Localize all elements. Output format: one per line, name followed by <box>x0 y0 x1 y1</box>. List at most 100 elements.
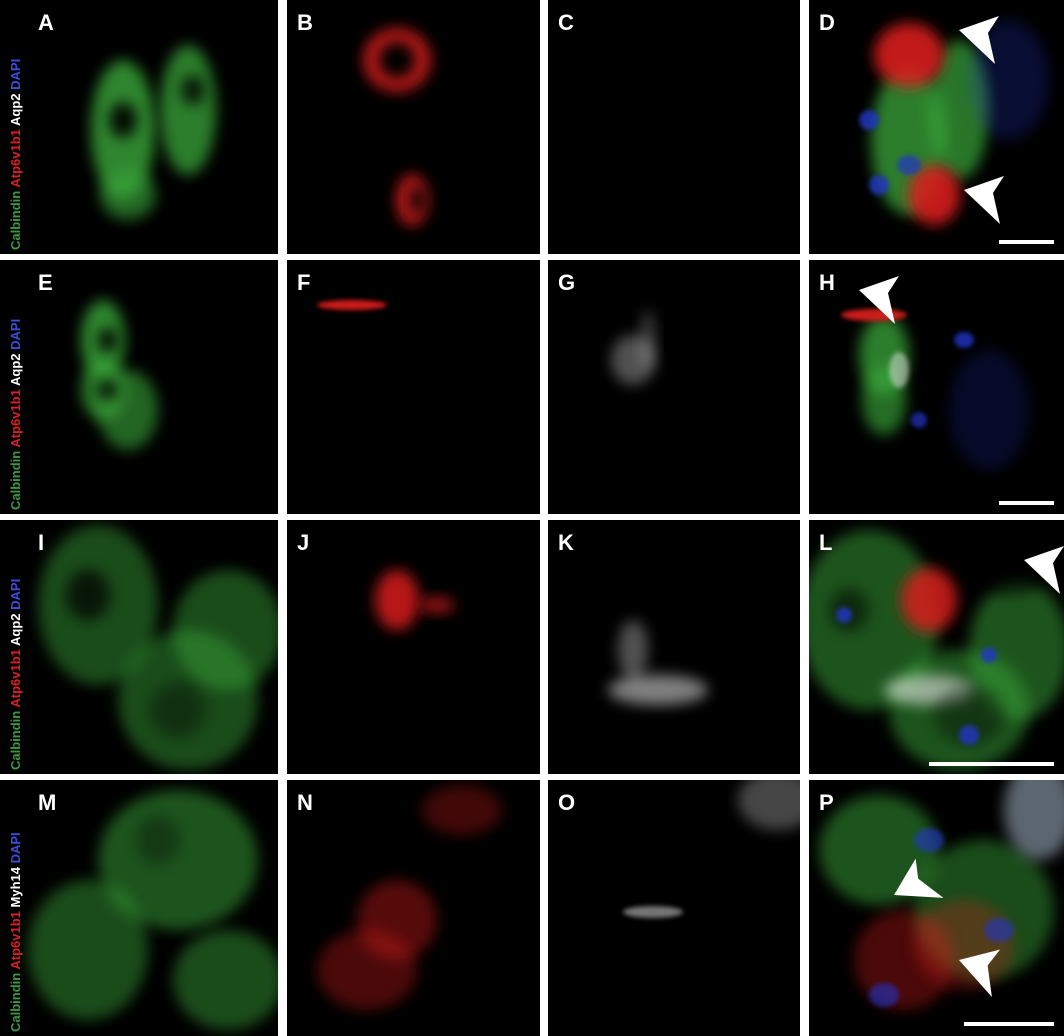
row-label-word: Atp6v1b1 <box>8 649 23 708</box>
cell-signal <box>160 45 216 175</box>
cell-signal <box>836 607 852 623</box>
cell-signal <box>914 900 1014 990</box>
row-label-word: DAPI <box>8 59 23 90</box>
row-label-word: Aqp2 <box>8 613 23 646</box>
panel-letter: A <box>38 10 54 35</box>
cell-signal <box>911 412 927 428</box>
panel-image <box>38 525 278 770</box>
cell-signal <box>959 725 979 745</box>
panel-letter: B <box>297 10 313 35</box>
cell-signal <box>984 918 1014 942</box>
cell-signal <box>901 568 957 632</box>
panel: O <box>548 780 800 1036</box>
panel: E <box>0 260 278 514</box>
panel-letter: J <box>297 530 309 555</box>
panel-bg <box>548 520 800 774</box>
panel-bg <box>287 260 540 514</box>
cell-signal <box>869 983 899 1007</box>
panel-letter: L <box>819 530 832 555</box>
cell-signal <box>150 682 206 738</box>
row-label-word: Aqp2 <box>8 353 23 386</box>
cell-signal <box>109 102 137 138</box>
scale-bar <box>999 501 1054 505</box>
cell-signal <box>379 42 415 78</box>
row-label-word: Aqp2 <box>8 93 23 126</box>
panel-letter: I <box>38 530 44 555</box>
panel-letter: O <box>558 790 575 815</box>
row-label-word: Atp6v1b1 <box>8 129 23 188</box>
cell-signal <box>98 328 118 352</box>
row-label-word: Calbindin <box>8 191 23 250</box>
panel-image <box>28 790 278 1030</box>
panel-letter: D <box>819 10 835 35</box>
row-label-word: Calbindin <box>8 973 23 1032</box>
panel-bg <box>287 520 540 774</box>
row-label-word: DAPI <box>8 832 23 863</box>
cell-signal <box>869 175 889 195</box>
cell-signal <box>28 880 148 1020</box>
panel: J <box>287 520 540 774</box>
arrowhead <box>959 949 1001 998</box>
cell-signal <box>181 75 205 105</box>
cell-signal <box>841 309 907 321</box>
panel-image <box>809 525 1064 770</box>
arrowhead <box>964 176 1004 224</box>
cell-signal <box>136 815 180 865</box>
cell-signal <box>969 580 1064 720</box>
cell-signal <box>934 685 1004 745</box>
panel-letter: M <box>38 790 56 815</box>
cell-signal <box>1004 780 1064 860</box>
cell-signal <box>173 930 278 1030</box>
cell-signal <box>859 110 879 130</box>
panel-image <box>363 28 431 226</box>
panel-letter: G <box>558 270 575 295</box>
row-label: Calbindin Atp6v1b1 Aqp2 DAPI <box>8 59 23 250</box>
panel: C <box>548 0 800 254</box>
row-label: Calbindin Atp6v1b1 Aqp2 DAPI <box>8 579 23 770</box>
panel-image <box>623 780 800 918</box>
cell-signal <box>317 300 387 310</box>
cell-signal <box>889 352 909 388</box>
cell-signal <box>908 165 960 225</box>
cell-signal <box>640 310 656 370</box>
cell-signal <box>623 906 683 918</box>
panel: G <box>548 260 800 514</box>
cell-signal <box>914 828 944 852</box>
cell-signal <box>66 570 110 620</box>
cell-signal <box>608 675 708 705</box>
panel-letter: P <box>819 790 834 815</box>
cell-signal <box>738 780 800 830</box>
cell-signal <box>317 930 417 1010</box>
row-label-word: DAPI <box>8 579 23 610</box>
panel-bg <box>548 0 800 254</box>
row-label-word: Myh14 <box>8 866 23 907</box>
scale-bar <box>929 762 1054 766</box>
row-label-word: DAPI <box>8 319 23 350</box>
cell-signal <box>949 350 1029 470</box>
cell-signal <box>375 570 419 630</box>
panel: I <box>0 520 278 774</box>
panel-letter: H <box>819 270 835 295</box>
panel: P <box>809 780 1064 1036</box>
panel-image <box>608 620 708 705</box>
panel-image <box>819 780 1064 1026</box>
arrowhead <box>1024 546 1064 594</box>
cell-signal <box>98 790 258 930</box>
panel-image <box>841 276 1054 505</box>
cell-signal <box>410 186 424 214</box>
panel-image <box>375 570 455 630</box>
cell-signal <box>981 647 997 663</box>
arrowhead <box>894 858 944 898</box>
panel-bg <box>548 260 800 514</box>
cell-signal <box>897 155 921 175</box>
panel-letter: F <box>297 270 310 295</box>
row-label-word: Calbindin <box>8 451 23 510</box>
panel-image <box>317 785 502 1010</box>
panel-image <box>611 310 656 385</box>
scale-bar <box>964 1022 1054 1026</box>
panel-image <box>859 16 1054 244</box>
panel: M <box>0 780 278 1036</box>
row-label: Calbindin Atp6v1b1 Aqp2 DAPI <box>8 319 23 510</box>
cell-signal <box>173 570 278 690</box>
